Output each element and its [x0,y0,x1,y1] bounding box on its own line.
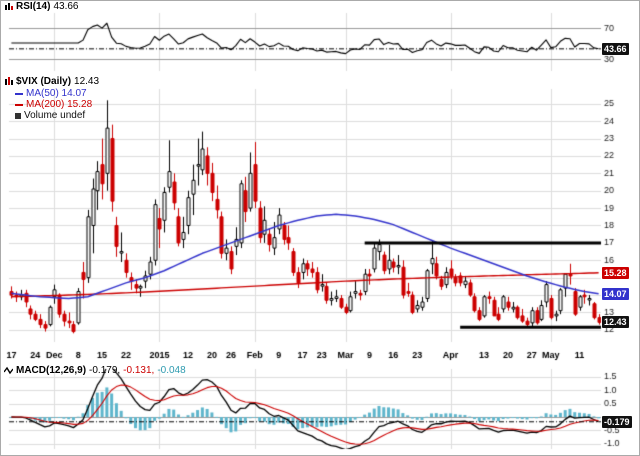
volume-label: Volume undef [24,110,86,121]
rsi-label: RSI(14) [16,1,51,12]
macd-label: MACD(12,26,9) [16,365,87,376]
volume-legend: Volume undef [15,110,85,121]
ma50-last-value-badge: 14.07 [602,287,629,300]
ma50-line-swatch [15,92,23,95]
rsi-value: 43.66 [53,1,79,12]
rsi-legend: RSI(14) 43.66 [4,1,78,12]
macd-value-signal: -0.131, [123,365,155,376]
ma200-label: MA(200) 15.28 [26,99,93,110]
macd-chart-icon [4,366,13,375]
close-last-value-badge: 12.43 [602,316,629,329]
price-title: $VIX (Daily) [16,76,72,87]
volume-icon [15,112,21,119]
rsi-chart-icon [5,3,13,10]
price-legend: $VIX (Daily) 12.43 [4,76,99,87]
ma50-legend: MA(50) 14.07 [15,88,87,99]
macd-last-value-badge: -0.179 [602,415,632,428]
ma200-legend: MA(200) 15.28 [15,99,92,110]
ma50-label: MA(50) 14.07 [26,88,87,99]
ma200-last-value-badge: 15.28 [602,266,629,279]
price-chart-icon [5,77,13,85]
macd-value-hist: -0.048 [157,365,186,376]
rsi-last-value-badge: 43.66 [602,42,629,55]
price-last-value: 12.43 [74,76,100,87]
macd-value-line: -0.179, [89,365,121,376]
ma200-line-swatch [15,103,23,106]
macd-legend: MACD(12,26,9) -0.179, -0.131, -0.048 [4,365,186,376]
